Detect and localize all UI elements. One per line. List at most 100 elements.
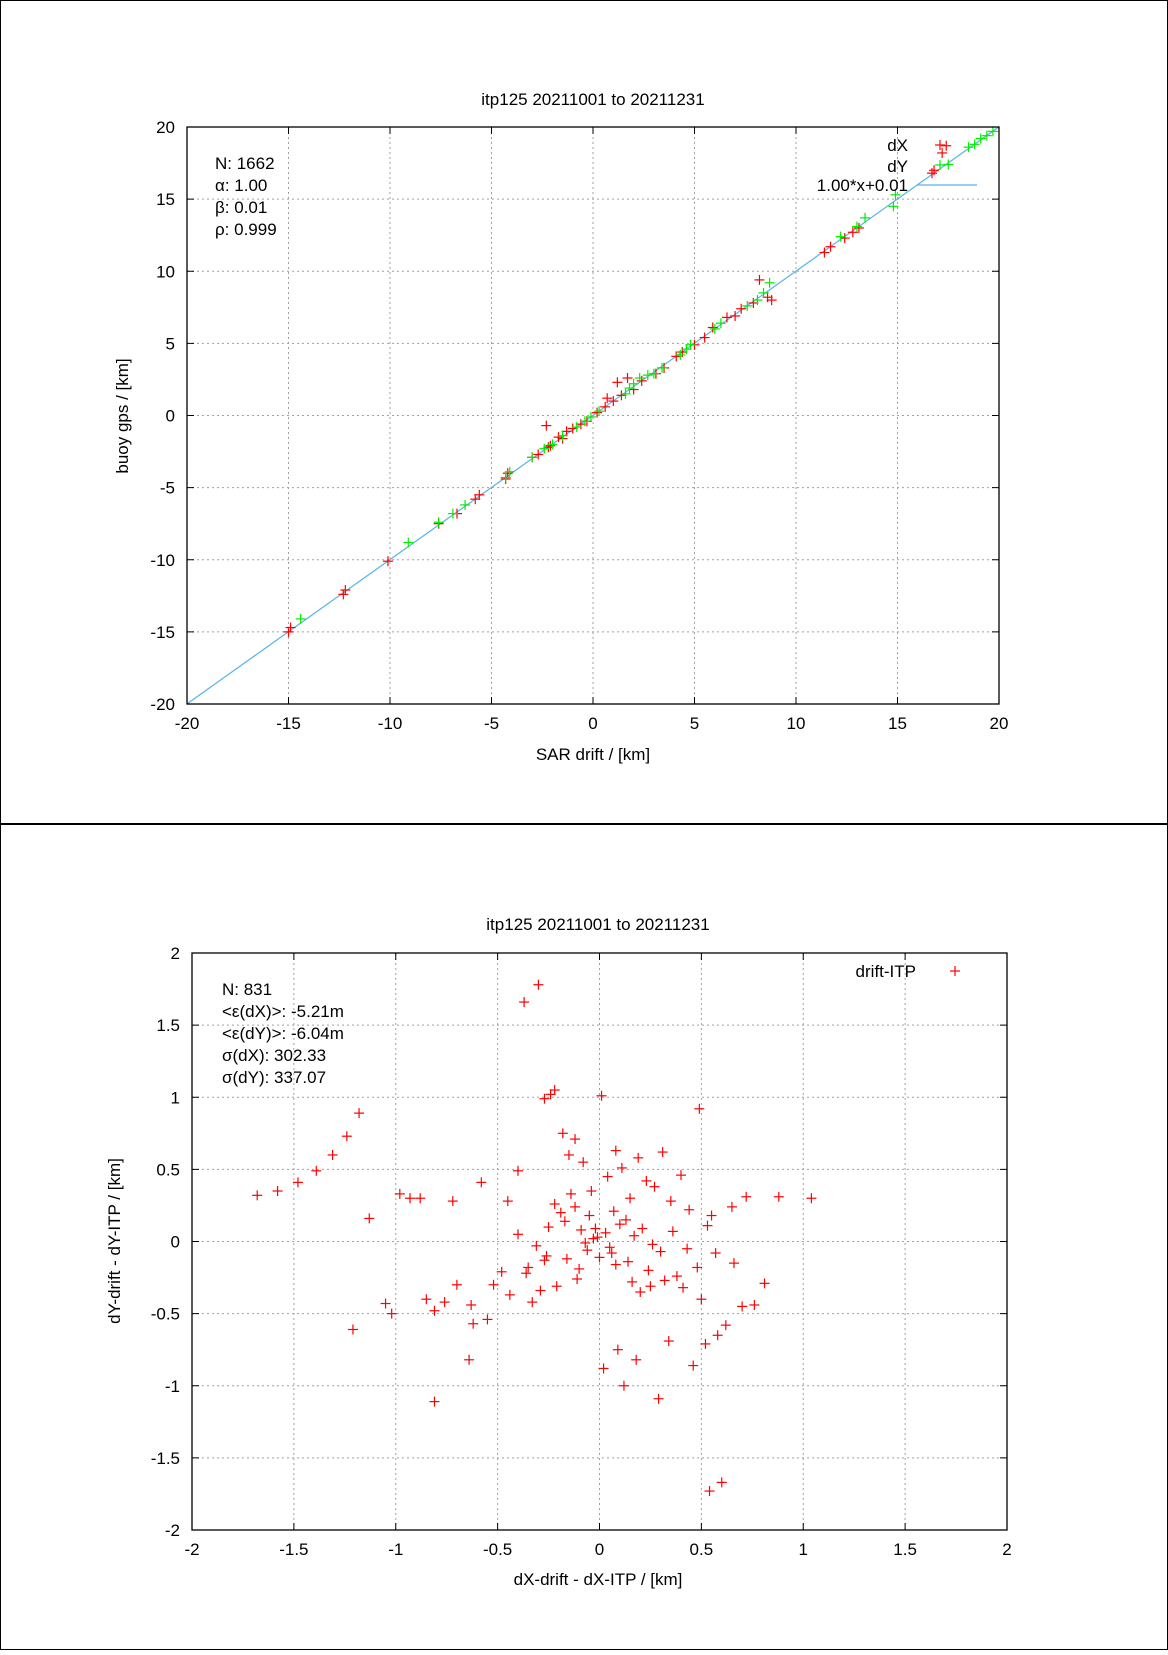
x-tick-label: -10	[378, 714, 403, 733]
chart-panel-1: -20 -15 -10 -5 0 5 10 15 20 -20 -15 -10 -5 0 5 10 15 20 i…	[0, 0, 1168, 824]
data-point-dy	[685, 339, 696, 350]
data-point-drift-itp	[380, 1298, 391, 1309]
x-tick-label: -1.5	[279, 1540, 308, 1559]
y-tick-label: 15	[156, 190, 175, 209]
data-point-drift-itp	[541, 1250, 552, 1261]
x-tick-label: -0.5	[483, 1540, 512, 1559]
data-point-dx	[937, 147, 948, 158]
data-point-drift-itp	[682, 1243, 693, 1254]
data-point-drift-itp	[608, 1206, 619, 1217]
data-point-drift-itp	[710, 1248, 721, 1259]
data-point-dy	[295, 613, 306, 624]
data-point-dx	[847, 227, 858, 238]
chart-1-legend-label-dx: dX	[887, 136, 908, 155]
data-point-dy	[571, 422, 582, 433]
data-point-drift-itp	[327, 1149, 338, 1160]
data-point-drift-itp	[586, 1186, 597, 1197]
data-point-dx	[699, 332, 710, 343]
data-point-drift-itp	[659, 1275, 670, 1286]
data-point-dy	[709, 323, 720, 334]
data-point-dy	[975, 133, 986, 144]
data-point-drift-itp	[590, 1223, 601, 1234]
y-tick-label: 1.5	[156, 1016, 180, 1035]
x-tick-label: 2	[1002, 1540, 1011, 1559]
y-tick-label: -5	[160, 479, 175, 498]
data-point-dy	[752, 295, 763, 306]
y-tick-label: 10	[156, 262, 175, 281]
data-point-dy	[758, 287, 769, 298]
data-point-dy	[594, 406, 605, 417]
data-point-drift-itp	[555, 1207, 566, 1218]
y-tick-label: 0	[171, 1233, 180, 1252]
data-point-drift-itp	[468, 1318, 479, 1329]
data-point-dy	[527, 452, 538, 463]
chart-2-tick-labels: -2 -1.5 -1 -0.5 0 0.5 1 1.5 2 -2 -1.5 -1 -0.5 0 0.5 1 1.…	[151, 944, 1012, 1559]
data-point-drift-itp	[531, 1240, 542, 1251]
data-point-dy	[987, 126, 998, 137]
data-point-dx	[602, 393, 613, 404]
data-point-drift-itp	[773, 1191, 784, 1202]
data-point-dx	[553, 432, 564, 443]
x-tick-label: 10	[787, 714, 806, 733]
chart-1-legend: dX dY 1.00*x+0.01	[817, 136, 977, 195]
data-point-drift-itp	[557, 1128, 568, 1139]
data-point-drift-itp	[570, 1201, 581, 1212]
data-point-drift-itp	[684, 1204, 695, 1215]
data-point-dx	[929, 165, 940, 176]
data-point-drift-itp	[527, 1297, 538, 1308]
x-tick-label: 1	[799, 1540, 808, 1559]
data-point-dx	[671, 351, 682, 362]
data-point-dy	[460, 499, 471, 510]
data-point-dy	[547, 439, 558, 450]
data-point-drift-itp	[543, 1222, 554, 1233]
data-point-drift-itp	[631, 1354, 642, 1365]
data-point-drift-itp	[482, 1314, 493, 1325]
data-point-drift-itp	[633, 1152, 644, 1163]
data-point-drift-itp	[563, 1149, 574, 1160]
data-point-dy	[860, 212, 871, 223]
data-point-dx	[766, 295, 777, 306]
data-point-drift-itp	[519, 997, 530, 1008]
data-point-drift-itp	[602, 1171, 613, 1182]
data-point-drift-itp	[655, 1246, 666, 1257]
data-point-drift-itp	[272, 1186, 283, 1197]
data-point-drift-itp	[706, 1210, 717, 1221]
chart-2-stat-mean-dy: <ε(dY)>: -6.04m	[222, 1024, 344, 1043]
data-point-drift-itp	[610, 1145, 621, 1156]
data-point-drift-itp	[649, 1181, 660, 1192]
data-point-dx	[338, 589, 349, 600]
data-point-dy	[648, 368, 659, 379]
data-point-drift-itp	[759, 1278, 770, 1289]
data-point-drift-itp	[488, 1279, 499, 1290]
chart-2-legend-markers	[950, 966, 960, 976]
data-point-drift-itp	[572, 1274, 583, 1285]
data-point-drift-itp	[292, 1177, 303, 1188]
chart-2-title: itp125 20211001 to 20211231	[486, 915, 709, 934]
data-point-dx	[340, 585, 351, 596]
data-point-drift-itp	[596, 1090, 607, 1101]
y-tick-label: 0	[166, 407, 175, 426]
data-point-dy	[963, 142, 974, 153]
chart-1-stat-n: N: 1662	[215, 154, 275, 173]
chart-1-legend-label-dy: dY	[887, 157, 908, 176]
data-point-dy	[764, 277, 775, 288]
data-point-drift-itp	[421, 1294, 432, 1305]
data-point-drift-itp	[623, 1256, 634, 1267]
x-tick-label: 20	[990, 714, 1009, 733]
data-point-drift-itp	[712, 1330, 723, 1341]
data-point-drift-itp	[700, 1338, 711, 1349]
data-point-drift-itp	[667, 1226, 678, 1237]
data-point-dy	[835, 231, 846, 242]
chart-2-points	[252, 979, 817, 1497]
data-point-drift-itp	[749, 1299, 760, 1310]
fit-line	[186, 126, 1000, 705]
data-point-drift-itp	[549, 1085, 560, 1096]
data-point-drift-itp	[570, 1134, 581, 1145]
data-point-drift-itp	[347, 1324, 358, 1335]
data-point-dy	[681, 344, 692, 355]
data-point-dx	[567, 423, 578, 434]
chart-1-fit-line-group	[186, 126, 1000, 705]
data-point-dx	[533, 449, 544, 460]
data-point-drift-itp	[252, 1190, 263, 1201]
